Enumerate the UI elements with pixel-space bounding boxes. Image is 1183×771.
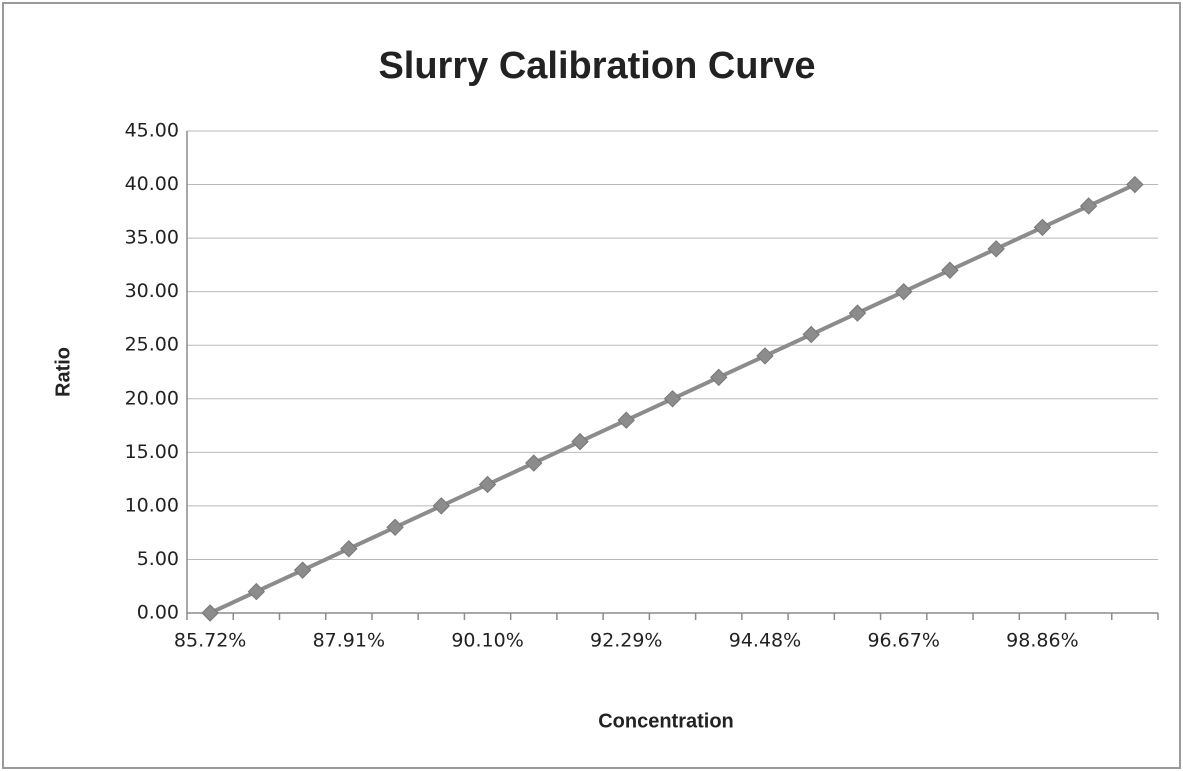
data-point <box>478 475 497 494</box>
data-point <box>1033 218 1052 237</box>
data-point <box>710 368 728 387</box>
y-tick-label: 25.00 <box>125 334 179 356</box>
y-tick-label: 0.00 <box>137 602 179 624</box>
data-point <box>571 432 589 451</box>
data-point <box>663 390 682 408</box>
data-point <box>617 411 635 429</box>
y-tick-label: 35.00 <box>125 227 179 249</box>
data-point <box>1079 197 1098 215</box>
y-axis-title: Ratio <box>52 347 74 397</box>
chart-title: Slurry Calibration Curve <box>378 45 815 87</box>
x-tick-label: 94.48% <box>729 630 801 652</box>
data-point <box>340 540 358 558</box>
y-tick-label: 5.00 <box>137 548 179 570</box>
y-tick-label: 20.00 <box>125 387 179 409</box>
y-tick-label: 10.00 <box>125 494 179 516</box>
y-tick-label: 15.00 <box>125 441 179 463</box>
x-tick-label: 92.29% <box>590 630 662 652</box>
data-point <box>987 240 1005 258</box>
x-tick-label: 98.86% <box>1006 630 1078 652</box>
data-point <box>848 304 867 322</box>
y-tick-label: 30.00 <box>125 280 179 302</box>
y-tick-label: 40.00 <box>125 173 179 195</box>
x-tick-label: 85.72% <box>174 630 246 652</box>
data-point <box>432 497 451 515</box>
y-tick-label: 45.00 <box>125 120 179 142</box>
x-tick-label: 96.67% <box>867 630 939 652</box>
data-point <box>756 347 774 365</box>
data-point <box>1126 175 1144 194</box>
data-point <box>525 454 543 472</box>
x-axis-title: Concentration <box>598 710 734 732</box>
data-point <box>247 582 266 601</box>
data-point <box>386 518 404 537</box>
x-tick-label: 87.91% <box>313 630 385 652</box>
data-point <box>894 282 913 301</box>
data-point <box>293 561 312 579</box>
x-tick-label: 90.10% <box>451 630 523 652</box>
data-point <box>201 604 219 622</box>
data-point <box>802 325 820 344</box>
data-point <box>941 261 959 279</box>
